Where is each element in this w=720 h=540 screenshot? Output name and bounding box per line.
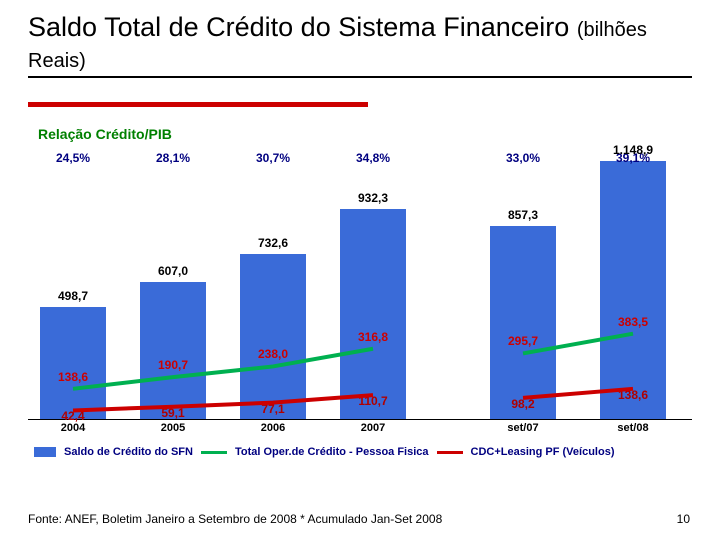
page-number: 10 bbox=[677, 512, 690, 526]
pf-label: 316,8 bbox=[328, 330, 418, 344]
legend: Saldo de Crédito do SFN Total Oper.de Cr… bbox=[28, 446, 692, 458]
ratio-label: Relação Crédito/PIB bbox=[38, 126, 172, 142]
pib-label: 33,0% bbox=[478, 151, 568, 165]
total-label: 932,3 bbox=[328, 191, 418, 205]
slide-title: Saldo Total de Crédito do Sistema Financ… bbox=[28, 12, 692, 78]
bar bbox=[490, 226, 556, 419]
pf-label: 238,0 bbox=[228, 347, 318, 361]
bar bbox=[140, 282, 206, 419]
footer-source: Fonte: ANEF, Boletim Janeiro a Setembro … bbox=[28, 512, 442, 526]
pib-label: 28,1% bbox=[128, 151, 218, 165]
cdc-label: 110,7 bbox=[328, 394, 418, 408]
pib-label: 30,7% bbox=[228, 151, 318, 165]
legend-pf-label: Total Oper.de Crédito - Pessoa Fisica bbox=[235, 446, 429, 458]
x-label: set/07 bbox=[478, 422, 568, 434]
pf-label: 138,6 bbox=[28, 370, 118, 384]
bar bbox=[600, 161, 666, 420]
x-axis: 2004 2005 2006 2007 set/07 set/08 bbox=[28, 422, 692, 440]
pf-label: 383,5 bbox=[588, 315, 678, 329]
pf-label: 190,7 bbox=[128, 358, 218, 372]
plot-area: 24,5%498,7138,642,428,1%607,0190,759,130… bbox=[28, 150, 692, 420]
cdc-label: 77,1 bbox=[228, 402, 318, 416]
pib-label: 24,5% bbox=[28, 151, 118, 165]
x-label: set/08 bbox=[588, 422, 678, 434]
chart: Relação Crédito/PIB 24,5%498,7138,642,42… bbox=[28, 120, 692, 480]
legend-cdc-swatch bbox=[437, 451, 463, 454]
pf-label: 295,7 bbox=[478, 334, 568, 348]
legend-cdc-label: CDC+Leasing PF (Veículos) bbox=[471, 446, 615, 458]
bar bbox=[40, 307, 106, 419]
bar bbox=[340, 209, 406, 419]
total-label: 607,0 bbox=[128, 264, 218, 278]
cdc-label: 138,6 bbox=[588, 388, 678, 402]
x-label: 2005 bbox=[128, 422, 218, 434]
bar bbox=[240, 254, 306, 419]
total-label: 498,7 bbox=[28, 289, 118, 303]
total-label: 857,3 bbox=[478, 208, 568, 222]
x-label: 2007 bbox=[328, 422, 418, 434]
total-label: 1.148,9 bbox=[588, 143, 678, 157]
accent-rule bbox=[28, 102, 368, 107]
cdc-label: 98,2 bbox=[478, 397, 568, 411]
x-label: 2006 bbox=[228, 422, 318, 434]
legend-bar-swatch bbox=[34, 447, 56, 457]
legend-pf-swatch bbox=[201, 451, 227, 454]
x-label: 2004 bbox=[28, 422, 118, 434]
pib-label: 34,8% bbox=[328, 151, 418, 165]
legend-bar-label: Saldo de Crédito do SFN bbox=[64, 446, 193, 458]
cdc-label: 59,1 bbox=[128, 406, 218, 420]
title-main: Saldo Total de Crédito do Sistema Financ… bbox=[28, 12, 569, 42]
total-label: 732,6 bbox=[228, 236, 318, 250]
